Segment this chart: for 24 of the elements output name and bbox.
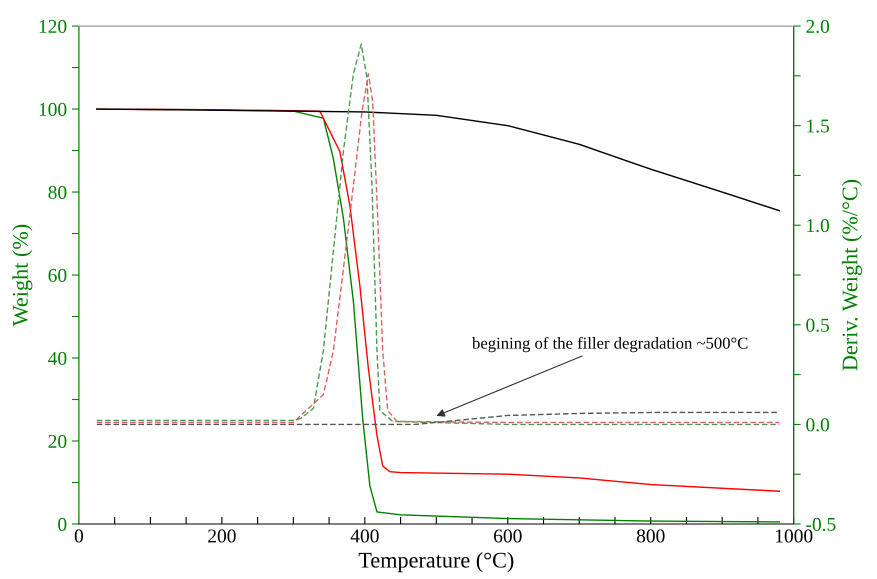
y-tick-label: 20 bbox=[48, 434, 66, 448]
x-tick-label: 400 bbox=[350, 529, 379, 543]
y2-axis-title: Deriv. Weight (%/°C) bbox=[842, 180, 862, 371]
y2-tick-label: 0.0 bbox=[806, 418, 830, 432]
y2-tick-label: 1.0 bbox=[807, 219, 830, 232]
y2-tick-label: 2.0 bbox=[806, 20, 830, 34]
y2-tick-label: -0.5 bbox=[806, 518, 836, 532]
x-tick-label: 0 bbox=[74, 529, 84, 543]
x-tick-label: 600 bbox=[494, 529, 522, 543]
line-series bbox=[96, 108, 780, 212]
x-tick-label: 800 bbox=[636, 529, 665, 543]
y-tick-label: 40 bbox=[48, 352, 66, 365]
x-tick-label: 200 bbox=[208, 529, 236, 543]
y2-tick-label: 1.5 bbox=[807, 120, 830, 133]
x-axis-title: Temperature (°C) bbox=[358, 552, 514, 572]
y-axis-title: Weight (%) bbox=[12, 224, 32, 326]
y2-tick-label: 0.5 bbox=[806, 318, 830, 332]
x-tick-label: 1000 bbox=[776, 529, 812, 543]
y-tick-label: 100 bbox=[40, 102, 66, 116]
y-tick-label: 120 bbox=[40, 20, 66, 33]
y-tick-label: 60 bbox=[48, 268, 66, 282]
y-tick-label: 80 bbox=[48, 186, 66, 199]
annotation: begining of the filler degradation ~500°C bbox=[472, 336, 748, 352]
y-tick-label: 0 bbox=[58, 518, 66, 531]
